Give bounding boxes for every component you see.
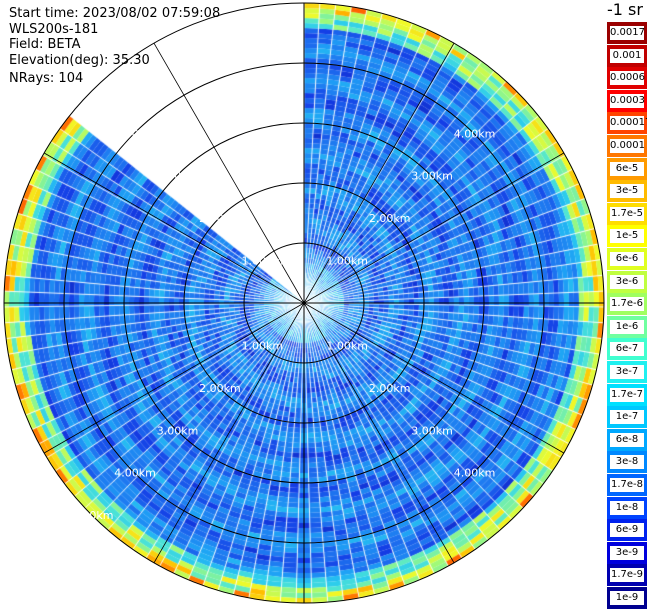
elevation-label: Elevation(deg): 35.30 — [9, 53, 150, 68]
colorbar-tick-label: 3e-6 — [610, 274, 644, 289]
colorbar-tick-label: 1.7e-6 — [610, 297, 644, 312]
colorbar-tick-label: 1e-7 — [610, 410, 644, 425]
colorbar-tick-label: 3e-5 — [610, 184, 644, 199]
range-label: 3.00km — [411, 424, 453, 437]
colorbar-cell: 0.001 — [607, 44, 647, 67]
nrays-label: NRays: 104 — [9, 71, 84, 86]
colorbar-cell: 3e-6 — [607, 270, 647, 293]
colorbar-tick-label: 6e-9 — [610, 523, 644, 538]
colorbar-tick-label: 6e-7 — [610, 342, 644, 357]
range-label: 1.00km — [326, 255, 368, 268]
gridline-spoke — [153, 302, 305, 564]
gridline-spoke — [303, 152, 565, 304]
colorbar-tick-label: 1e-6 — [610, 319, 644, 334]
ppi-overlay: 1.00km 2.00km 3.00km 4.00km 1.00km 2.00km 3.00… — [3, 2, 605, 604]
colorbar-tick-label: 0.0001 — [610, 139, 645, 153]
field-label: Field: BETA — [9, 37, 81, 52]
colorbar-cell: 0.0006 — [607, 67, 647, 90]
colorbar-cell: 6e-6 — [607, 248, 647, 270]
colorbar-tick-label: 6e-8 — [610, 432, 644, 447]
colorbar-cell: 1.7e-6 — [607, 293, 647, 316]
colorbar-tick-label: 0.0003 — [610, 93, 645, 108]
colorbar-cell: 6e-9 — [607, 519, 647, 542]
colorbar-cell: 1e-7 — [607, 406, 647, 429]
colorbar-cell: 1.7e-7 — [607, 383, 647, 406]
colorbar-tick-label: 1e-5 — [610, 229, 644, 244]
gridline-spoke — [303, 302, 455, 564]
colorbar-tick-label: 0.0006 — [610, 71, 645, 86]
colorbar-tick-label: 1e-9 — [610, 591, 644, 605]
colorbar-title: -1 sr — [607, 0, 643, 19]
gridline-spoke — [43, 152, 305, 304]
colorbar-cell: 0.0001 — [607, 135, 647, 157]
range-label: 2.00km — [369, 212, 411, 225]
colorbar-tick-label: 3e-8 — [610, 455, 644, 470]
colorbar-tick-label: 6e-5 — [610, 161, 644, 176]
gridline-spoke — [43, 302, 305, 454]
colorbar-cell: 1.7e-8 — [607, 474, 647, 496]
range-label: 5.00km — [72, 509, 114, 522]
colorbar-tick-label: 0.00017 — [610, 116, 647, 131]
colorbar-cell: 1e-6 — [607, 315, 647, 338]
colorbar-tick-label: 3e-7 — [610, 365, 644, 379]
colorbar-tick-label: 1.7e-7 — [610, 387, 644, 402]
colorbar-cell: 1.7e-5 — [607, 202, 647, 225]
colorbar-tick-label: 0.0017 — [610, 26, 645, 40]
colorbar-cell: 3e-5 — [607, 180, 647, 203]
range-label: 4.00km — [114, 467, 156, 480]
start-time-label: Start time: 2023/08/02 07:59:08 — [9, 6, 221, 21]
colorbar-cell: 0.00017 — [607, 112, 647, 135]
colorbar-cell: 1e-5 — [607, 225, 647, 248]
range-label: 3.00km — [411, 170, 453, 183]
range-label: 1.00km — [242, 255, 284, 268]
colorbar-cell: 0.0003 — [607, 89, 647, 112]
colorbar-cell: 3e-7 — [607, 361, 647, 383]
colorbar-cell: 1e-9 — [607, 587, 647, 609]
instrument-label: WLS200s-181 — [9, 22, 99, 37]
colorbar-tick-label: 6e-6 — [610, 252, 644, 266]
gridline-spoke — [153, 42, 305, 304]
range-label: 4.00km — [454, 467, 496, 480]
colorbar-tick-label: 1.7e-9 — [610, 568, 644, 583]
colorbar-cell: 1e-8 — [607, 496, 647, 519]
gridline-spoke — [303, 42, 455, 304]
range-label: 3.00km — [157, 170, 199, 183]
colorbar-cell: 6e-5 — [607, 157, 647, 180]
colorbar-tick-label: 1.7e-8 — [610, 478, 644, 492]
colorbar-cell: 3e-9 — [607, 541, 647, 564]
range-label: 2.00km — [199, 212, 241, 225]
colorbar-tick-label: 1e-8 — [610, 500, 644, 515]
gridline-spoke — [303, 302, 565, 454]
range-label: 1.00km — [242, 339, 284, 352]
range-label: 2.00km — [199, 382, 241, 395]
colorbar-cell: 1.7e-9 — [607, 564, 647, 587]
range-label: 4.00km — [114, 127, 156, 140]
colorbar-cell: 6e-8 — [607, 428, 647, 451]
range-label: 1.00km — [326, 339, 368, 352]
range-label: 3.00km — [157, 424, 199, 437]
colorbar-tick-label: 0.001 — [610, 48, 644, 63]
range-label: 2.00km — [369, 382, 411, 395]
colorbar-cell: 3e-8 — [607, 451, 647, 474]
range-label: 4.00km — [454, 127, 496, 140]
colorbar-cell: 0.0017 — [607, 22, 647, 44]
colorbar-tick-label: 3e-9 — [610, 545, 644, 560]
colorbar-tick-label: 1.7e-5 — [610, 206, 644, 221]
colorbar-cell: 6e-7 — [607, 338, 647, 361]
